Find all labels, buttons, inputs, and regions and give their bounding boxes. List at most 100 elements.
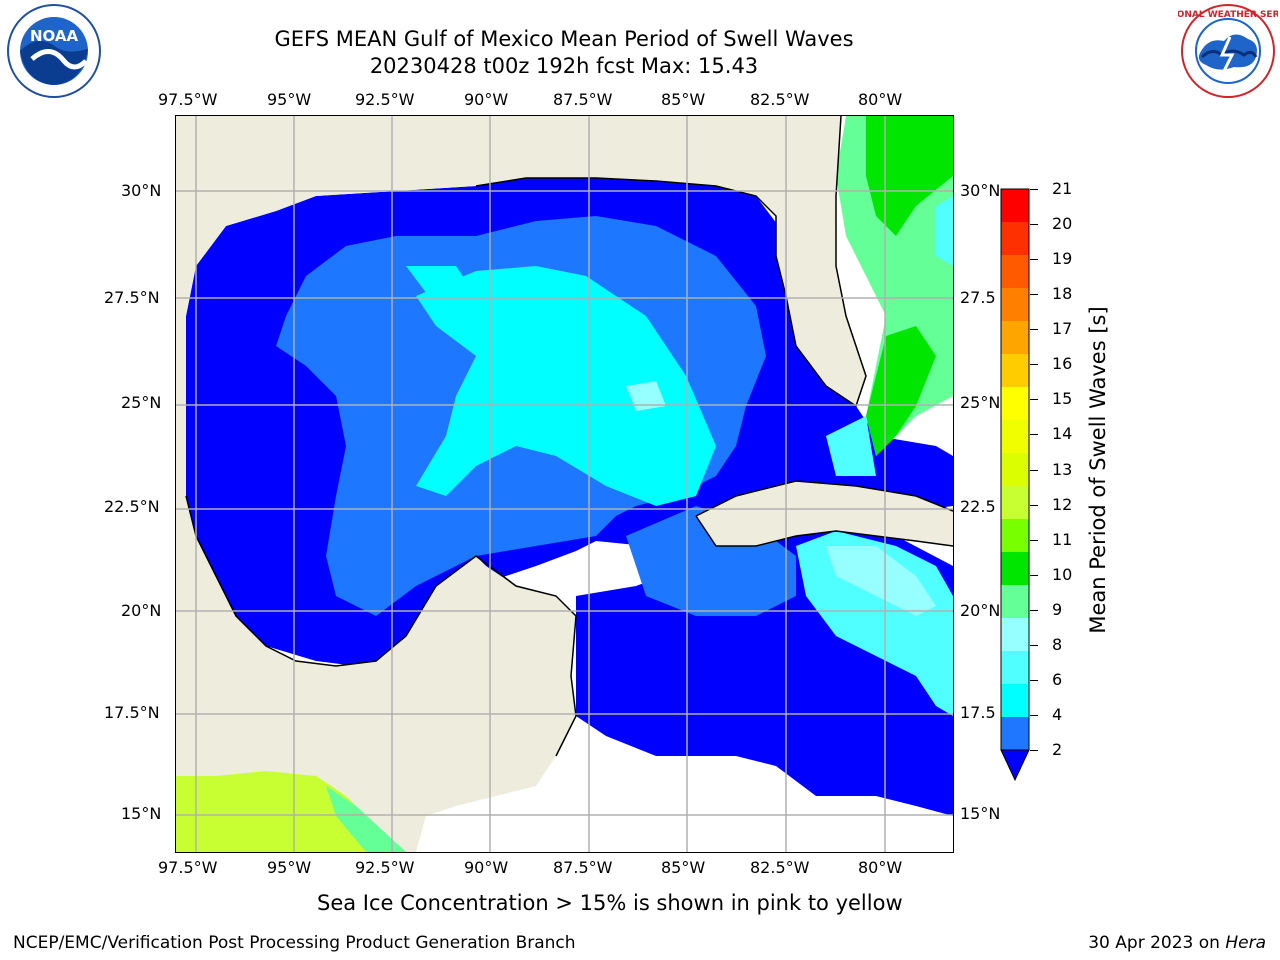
band-8-9-patch <box>626 381 666 411</box>
colorbar-tick-mark <box>1030 504 1038 506</box>
lon-label-bottom: 90°W <box>464 858 509 877</box>
colorbar-swatch <box>1001 453 1029 487</box>
lat-label-left: 22.5°N <box>104 497 160 516</box>
colorbar-tick-label: 21 <box>1052 179 1073 198</box>
colorbar-tick-label: 11 <box>1052 529 1073 549</box>
band-6-8-atlantic <box>936 196 953 266</box>
colorbar-tick-label: 15 <box>1052 389 1073 409</box>
colorbar-swatch <box>1001 585 1029 619</box>
lat-label-right: 25°N <box>960 393 1001 412</box>
coastline-cuba <box>695 480 953 547</box>
colorbar-tick-mark <box>1030 574 1038 576</box>
colorbar-swatch <box>1001 486 1029 520</box>
lon-label-bottom: 95°W <box>267 858 312 877</box>
lon-label-bottom: 87.5°W <box>553 858 613 877</box>
colorbar-swatch <box>1001 717 1029 751</box>
colorbar-tick-label: 19 <box>1052 249 1073 269</box>
colorbar-tick-label: 13 <box>1052 459 1073 479</box>
colorbar-tick-mark <box>1030 609 1038 611</box>
colorbar-swatch <box>1001 189 1029 223</box>
noaa-logo: NOAA <box>7 4 101 98</box>
band-10-11-atlantic <box>866 116 953 236</box>
colorbar-swatch <box>1001 288 1029 322</box>
lat-label-right: 17.5 <box>960 703 996 722</box>
colorbar-tick-label: 14 <box>1052 424 1073 444</box>
band-12-14-pacific <box>176 771 406 852</box>
colorbar-tick-label: 8 <box>1052 634 1063 654</box>
colorbar-tick-mark <box>1030 539 1038 541</box>
map-title-line1: GEFS MEAN Gulf of Mexico Mean Period of … <box>274 27 854 51</box>
lat-label-right: 20°N <box>960 601 1001 620</box>
colorbar-tick-mark <box>1030 714 1038 716</box>
lat-label-left: 30°N <box>121 181 162 200</box>
colorbar-tick-mark <box>1030 644 1038 646</box>
colorbar-swatch <box>1001 420 1029 454</box>
band-6-8-core <box>416 266 716 506</box>
graticule <box>176 116 953 852</box>
band-10-11-pacific <box>326 786 406 852</box>
nws-logo-text: NATIONAL WEATHER SERVICE <box>1178 10 1278 20</box>
colorbar-tick-mark <box>1030 434 1038 436</box>
lon-label-bottom: 82.5°W <box>750 858 810 877</box>
colorbar-tick-label: 17 <box>1052 319 1073 339</box>
colorbar-tick-label: 20 <box>1052 214 1073 234</box>
lon-label-bottom: 92.5°W <box>355 858 415 877</box>
colorbar-swatch <box>1001 519 1029 553</box>
lon-label-top: 87.5°W <box>553 90 613 109</box>
footer-date: 30 Apr 2023 on Hera <box>1088 933 1266 953</box>
noaa-logo-text: NOAA <box>30 27 79 45</box>
band-6-8-straits <box>826 416 876 476</box>
lat-label-right: 22.5 <box>960 497 996 516</box>
colorbar-tick-label: 10 <box>1052 564 1073 584</box>
colorbar-label: Mean Period of Swell Waves [s] <box>1086 306 1110 634</box>
colorbar-tick-label: 9 <box>1052 599 1063 619</box>
lat-label-right: 30°N <box>960 181 1001 200</box>
colorbar-tick-mark <box>1030 469 1038 471</box>
swell-period-map <box>176 116 953 852</box>
colorbar-extend-triangle <box>1000 749 1030 782</box>
footer-date-text: 30 Apr 2023 on <box>1088 933 1226 953</box>
lon-label-top: 97.5°W <box>158 90 218 109</box>
colorbar-tick-mark <box>1030 399 1038 401</box>
colorbar-swatch <box>1001 684 1029 718</box>
colorbar-tick-label: 18 <box>1052 284 1073 304</box>
band-10-11-florida-keys <box>866 326 936 456</box>
colorbar-tick-label: 12 <box>1052 494 1073 514</box>
sea-ice-note: Sea Ice Concentration > 15% is shown in … <box>317 891 903 915</box>
lon-label-top: 90°W <box>464 90 509 109</box>
colorbar-swatch <box>1001 387 1029 421</box>
colorbar-tick-label: 16 <box>1052 354 1073 374</box>
lon-label-bottom: 80°W <box>858 858 903 877</box>
colorbar-tick-label: 4 <box>1052 704 1063 724</box>
colorbar-outline <box>1000 188 1030 751</box>
band-8-9-caribbean <box>826 546 936 616</box>
colorbar-swatch <box>1001 222 1029 256</box>
colorbar-tick-mark <box>1030 364 1038 366</box>
lon-label-top: 80°W <box>858 90 903 109</box>
land-mexico <box>176 116 866 852</box>
land-cuba <box>696 481 953 546</box>
colorbar-tick-mark <box>1030 750 1038 751</box>
colorbar-tick-label: 2 <box>1052 740 1063 759</box>
colorbar-tick-mark <box>1030 294 1038 296</box>
footer-machine: Hera <box>1225 933 1266 953</box>
colorbar <box>1000 188 1030 782</box>
colorbar-swatch <box>1001 255 1029 289</box>
colorbar-tick-label: 6 <box>1052 669 1063 689</box>
colorbar-swatch <box>1001 552 1029 586</box>
lon-label-top: 85°W <box>661 90 706 109</box>
colorbar-tick-mark <box>1030 224 1038 226</box>
lon-label-top: 92.5°W <box>355 90 415 109</box>
colorbar-swatch <box>1001 354 1029 388</box>
map-title-line2: 20230428 t00z 192h fcst Max: 15.43 <box>369 54 759 78</box>
band-6-8-west <box>406 266 476 306</box>
lat-label-right: 27.5 <box>960 288 996 307</box>
lat-label-left: 20°N <box>121 601 162 620</box>
lon-label-top: 82.5°W <box>750 90 810 109</box>
colorbar-swatch <box>1001 651 1029 685</box>
lat-label-left: 25°N <box>121 393 162 412</box>
map-panel[interactable] <box>175 115 954 853</box>
colorbar-tick-mark <box>1030 259 1038 261</box>
colorbar-swatch <box>1001 321 1029 355</box>
nws-logo: NATIONAL WEATHER SERVICE <box>1178 4 1278 98</box>
